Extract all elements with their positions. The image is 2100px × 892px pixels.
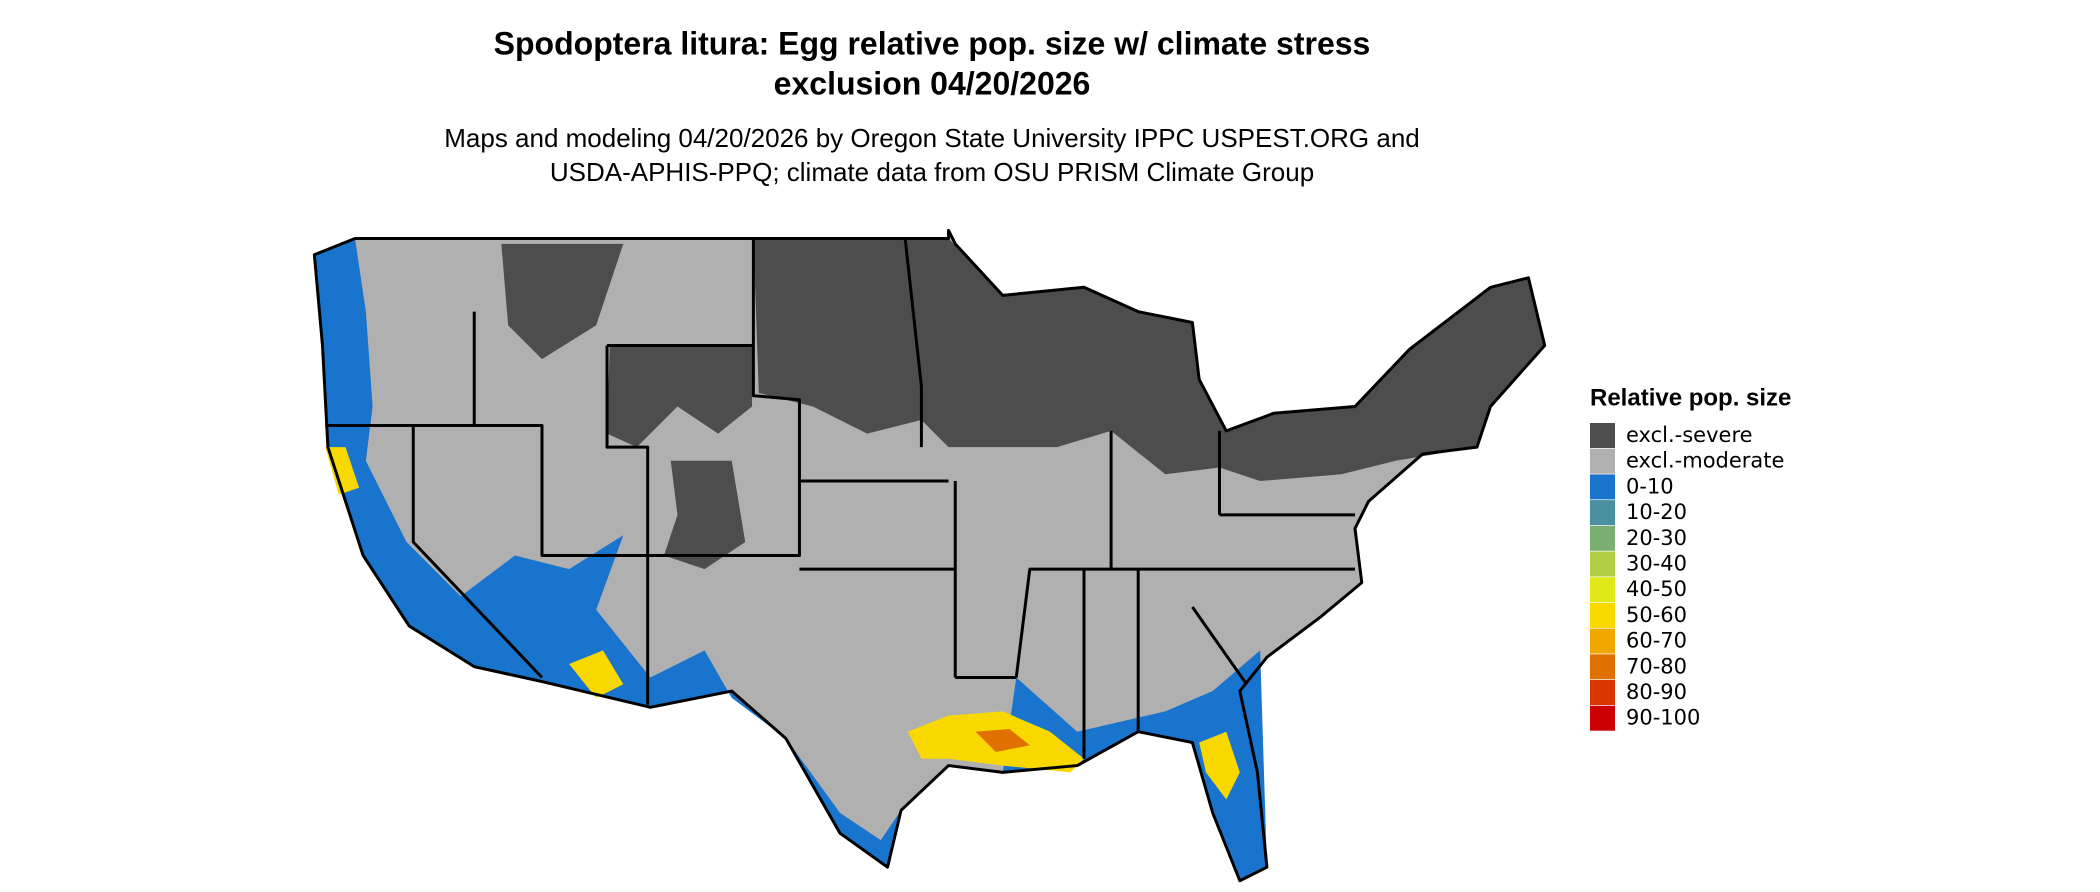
legend-label: 10-20 — [1626, 500, 1687, 524]
legend: excl.-severeexcl.-moderate0-1010-2020-30… — [1590, 423, 1784, 731]
title-line: Spodoptera litura: Egg relative pop. siz… — [494, 25, 1371, 61]
legend-label: excl.-severe — [1626, 423, 1753, 447]
legend-swatch — [1590, 551, 1615, 577]
zone-50-60 — [1199, 731, 1240, 800]
legend-label: 20-30 — [1626, 526, 1687, 550]
legend-title: Relative pop. size — [1590, 384, 1791, 411]
legend-swatch — [1590, 628, 1615, 654]
legend-label: 40-50 — [1626, 577, 1687, 601]
us-outline — [312, 228, 1547, 883]
legend-label: excl.-moderate — [1626, 449, 1784, 473]
title-line: exclusion 04/20/2026 — [774, 65, 1091, 101]
zone-70-80 — [975, 728, 1030, 753]
zone-50-60 — [569, 650, 624, 698]
severe-zone — [501, 243, 624, 360]
severe-zone — [607, 345, 753, 448]
legend-label: 90-100 — [1626, 706, 1700, 730]
legend-label: 70-80 — [1626, 654, 1687, 678]
legend-swatch — [1590, 423, 1615, 448]
legend-swatch — [1590, 525, 1615, 551]
state-borders — [325, 238, 1356, 759]
legend-label: 30-40 — [1626, 552, 1687, 576]
legend-label: 60-70 — [1626, 629, 1687, 653]
legend-label: 50-60 — [1626, 603, 1687, 627]
us-map — [312, 228, 1547, 883]
legend-swatch — [1590, 654, 1615, 680]
subtitle-line: USDA-APHIS-PPQ; climate data from OSU PR… — [550, 157, 1314, 187]
legend-swatch — [1590, 705, 1615, 731]
legend-label: 0-10 — [1626, 474, 1674, 498]
legend-swatch — [1590, 680, 1615, 705]
severe-zone — [663, 460, 746, 570]
legend-swatch — [1590, 577, 1615, 603]
severe-zone — [753, 238, 1545, 482]
legend-swatch — [1590, 474, 1615, 500]
legend-swatch — [1590, 500, 1615, 526]
legend-swatch — [1590, 602, 1615, 628]
legend-swatch — [1590, 448, 1615, 474]
legend-label: 80-90 — [1626, 680, 1687, 704]
zone-0-10 — [314, 238, 1267, 881]
subtitle-line: Maps and modeling 04/20/2026 by Oregon S… — [444, 123, 1420, 153]
zone-50-60 — [325, 447, 360, 495]
